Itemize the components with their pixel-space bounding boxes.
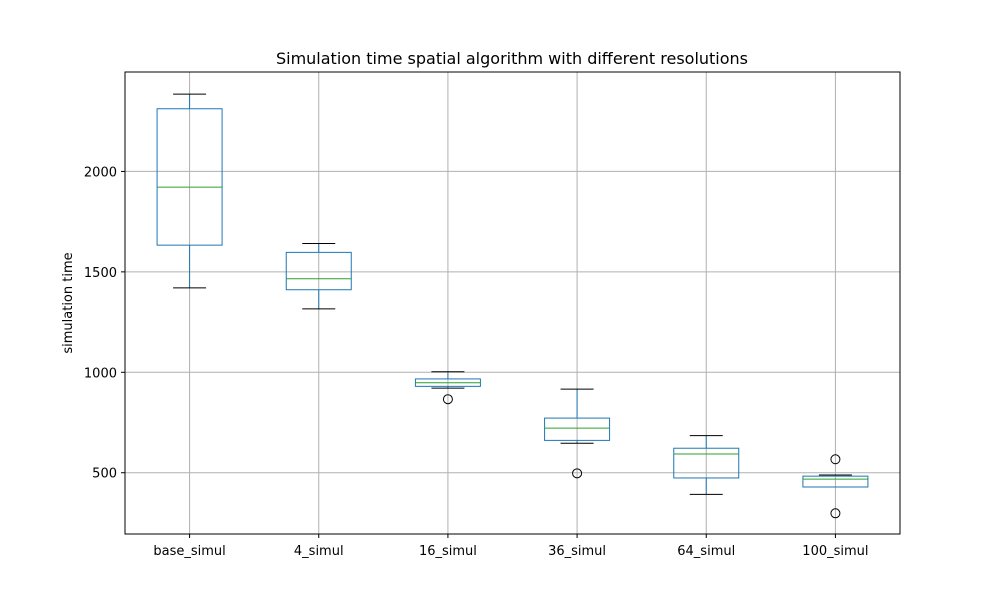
y-tick-label: 500	[92, 467, 117, 482]
box-plot-base_simul	[156, 93, 223, 289]
x-tick-label: base_simul	[153, 544, 225, 559]
y-axis-label: simulation time	[61, 252, 76, 353]
iqr-box	[802, 475, 869, 488]
box-plot-36_simul	[544, 388, 611, 479]
plot-frame	[124, 71, 901, 535]
tick-layer: base_simul 4_simul 16_simul 36_simul 64_simu…	[84, 165, 869, 559]
iqr-box	[673, 447, 740, 479]
outlier-point	[442, 394, 453, 405]
grid-layer	[125, 72, 900, 534]
box-plot-4_simul	[285, 243, 352, 310]
box-plot-100_simul	[802, 454, 869, 519]
y-tick-label: 1500	[84, 266, 117, 281]
x-tick-label: 36_simul	[548, 544, 606, 559]
chart-title: Simulation time spatial algorithm with d…	[276, 49, 748, 68]
outlier-point	[830, 508, 841, 519]
x-tick-label: 16_simul	[419, 544, 477, 559]
y-tick-label: 2000	[84, 165, 117, 180]
outlier-point	[572, 468, 583, 479]
x-tick-label: 64_simul	[677, 544, 735, 559]
y-tick-label: 1000	[84, 366, 117, 381]
box-layer	[156, 93, 869, 519]
outlier-point	[830, 454, 841, 465]
iqr-box	[285, 251, 352, 291]
x-tick-label: 4_simul	[294, 544, 344, 559]
x-tick-label: 100_simul	[802, 544, 868, 559]
iqr-box	[544, 417, 611, 441]
box-plot-64_simul	[673, 435, 740, 495]
iqr-box	[156, 108, 223, 246]
box-plot-16_simul	[414, 371, 481, 405]
